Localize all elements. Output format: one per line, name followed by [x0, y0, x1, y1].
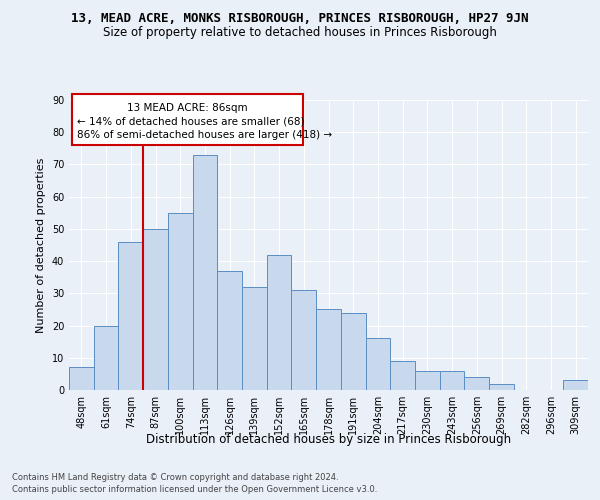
Bar — [489, 384, 514, 390]
Bar — [415, 370, 440, 390]
Text: 13, MEAD ACRE, MONKS RISBOROUGH, PRINCES RISBOROUGH, HP27 9JN: 13, MEAD ACRE, MONKS RISBOROUGH, PRINCES… — [71, 12, 529, 26]
Text: ← 14% of detached houses are smaller (68): ← 14% of detached houses are smaller (68… — [77, 116, 304, 126]
Bar — [69, 368, 94, 390]
Bar — [440, 370, 464, 390]
Bar — [143, 229, 168, 390]
Y-axis label: Number of detached properties: Number of detached properties — [36, 158, 46, 332]
Text: Size of property relative to detached houses in Princes Risborough: Size of property relative to detached ho… — [103, 26, 497, 39]
Bar — [118, 242, 143, 390]
Text: Contains HM Land Registry data © Crown copyright and database right 2024.: Contains HM Land Registry data © Crown c… — [12, 472, 338, 482]
Bar — [193, 155, 217, 390]
Bar — [341, 312, 365, 390]
Text: Contains public sector information licensed under the Open Government Licence v3: Contains public sector information licen… — [12, 485, 377, 494]
Text: Distribution of detached houses by size in Princes Risborough: Distribution of detached houses by size … — [146, 432, 511, 446]
Bar — [217, 271, 242, 390]
Text: 13 MEAD ACRE: 86sqm: 13 MEAD ACRE: 86sqm — [127, 104, 247, 114]
Bar — [563, 380, 588, 390]
Bar — [168, 213, 193, 390]
Bar — [242, 287, 267, 390]
Bar — [390, 361, 415, 390]
Bar — [464, 377, 489, 390]
Bar — [267, 254, 292, 390]
Bar — [365, 338, 390, 390]
Bar — [94, 326, 118, 390]
Text: 86% of semi-detached houses are larger (418) →: 86% of semi-detached houses are larger (… — [77, 130, 332, 140]
FancyBboxPatch shape — [71, 94, 302, 145]
Bar — [292, 290, 316, 390]
Bar — [316, 310, 341, 390]
